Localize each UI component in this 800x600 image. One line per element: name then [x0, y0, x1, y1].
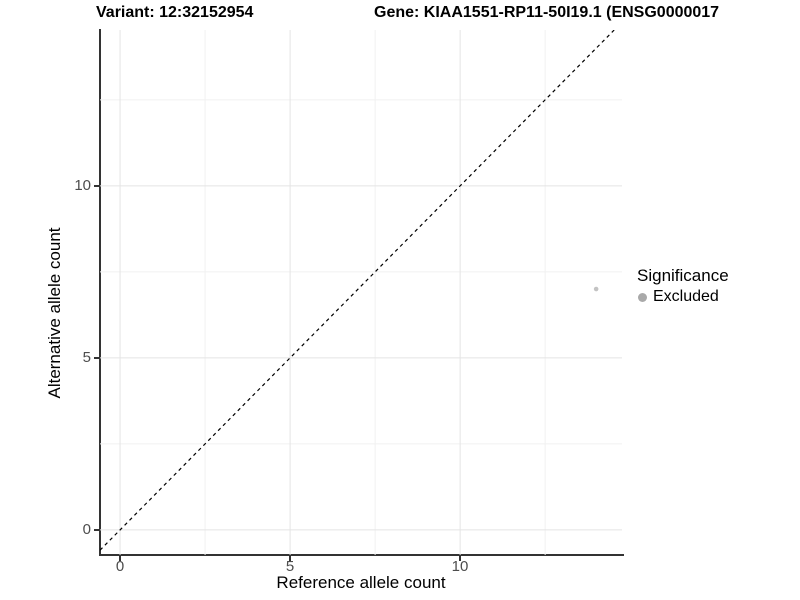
x-tick-label-5: 5: [285, 558, 295, 575]
x-tick-mark: [119, 556, 121, 561]
legend-title: Significance: [637, 266, 729, 285]
y-tick-mark: [94, 357, 99, 359]
legend-item-excluded: Excluded: [637, 288, 729, 306]
y-tick-label-10: 10: [74, 177, 91, 194]
y-tick-label-0: 0: [82, 521, 91, 538]
x-axis-line: [99, 554, 624, 556]
y-axis-line: [99, 29, 101, 556]
x-tick-mark: [289, 556, 291, 561]
y-tick-mark: [94, 185, 99, 187]
data-point: [593, 286, 599, 292]
x-tick-label-10: 10: [451, 558, 469, 575]
legend-point-icon: [638, 292, 647, 302]
y-tick-mark: [94, 529, 99, 531]
gene-title: Gene: KIAA1551-RP11-50I19.1 (ENSG0000017: [374, 4, 720, 21]
y-axis-title: Alternative allele count: [45, 227, 64, 399]
x-tick-label-0: 0: [115, 558, 125, 575]
variant-title: Variant: 12:32152954: [96, 4, 254, 21]
legend-item-label: Excluded: [653, 288, 719, 305]
plot-panel: [100, 30, 622, 555]
y-tick-label-5: 5: [82, 349, 91, 366]
x-tick-mark: [459, 556, 461, 561]
legend: Significance Excluded: [637, 265, 729, 306]
identity-line: [100, 30, 615, 551]
x-axis-title: Reference allele count: [276, 573, 446, 592]
